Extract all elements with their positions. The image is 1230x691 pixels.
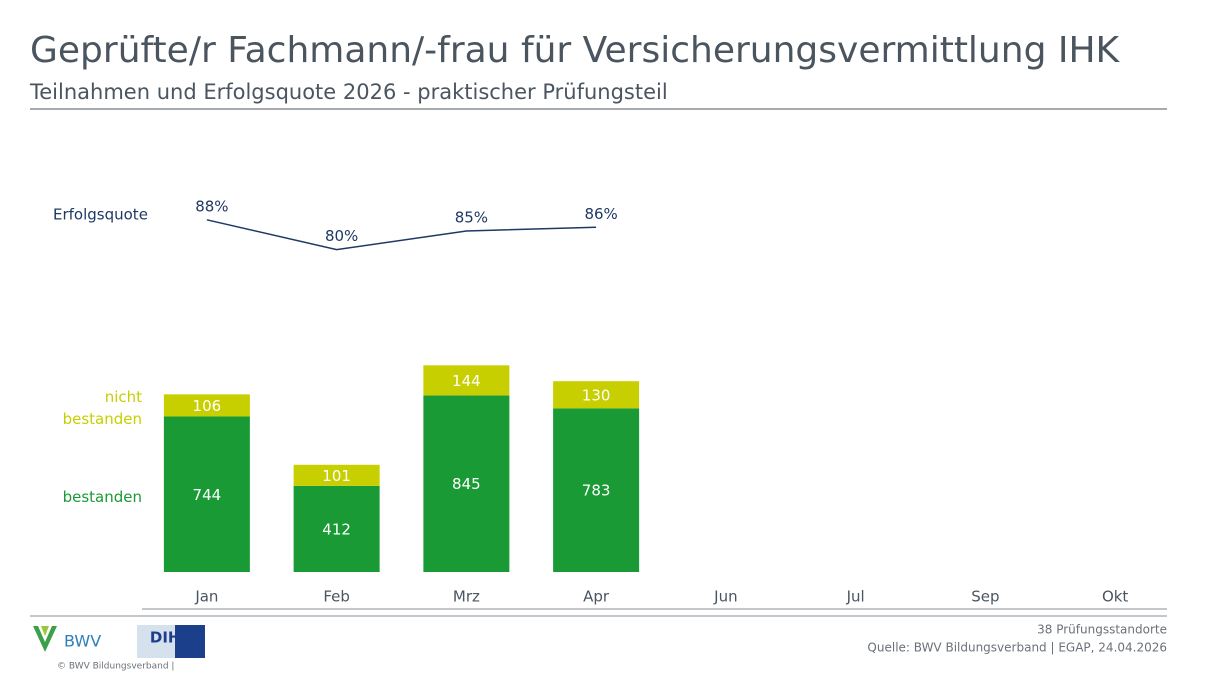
x-tick-label: Sep: [971, 588, 999, 606]
bar-segment: [553, 381, 640, 409]
x-tick-label: Jun: [713, 588, 737, 606]
legend-label: nicht bestanden: [62, 388, 142, 429]
line: [206, 219, 597, 251]
copyright: © BWV Bildungsverband |: [57, 662, 174, 672]
bwv-logo: BWV: [33, 626, 101, 652]
legend-label: Erfolgsquote: [53, 205, 148, 223]
footer-source: Quelle: BWV Bildungsverband | EGAP, 24.0…: [867, 641, 1167, 655]
value-label: 80%: [325, 227, 358, 245]
value-label: 130: [582, 386, 611, 404]
x-tick-label: Apr: [583, 588, 610, 606]
value-label: 106: [193, 397, 222, 415]
bar-segment: [553, 408, 640, 572]
dihk-logo: DIHK: [137, 625, 205, 658]
x-tick-label: Mrz: [453, 588, 480, 606]
value-label: 144: [452, 372, 481, 390]
bar-segment: [423, 365, 510, 396]
value-label: 412: [322, 520, 351, 538]
bar-segment: [163, 416, 250, 572]
x-tick-label: Feb: [323, 588, 350, 606]
x-tick-label: Okt: [1102, 588, 1128, 606]
legend-wrap: bestanden: [62, 488, 142, 507]
bwv-logo-text: BWV: [64, 632, 101, 651]
chart-subtitle: Teilnahmen und Erfolgsquote 2026 - prakt…: [29, 80, 668, 104]
x-tick-label: Jan: [194, 588, 218, 606]
footer-note: 38 Prüfungsstandorte: [1037, 623, 1167, 637]
value-label: 88%: [195, 197, 228, 215]
dihk-logo-text: DIHK: [150, 629, 194, 647]
legend-label: bestanden: [62, 488, 142, 507]
value-label: 101: [322, 467, 351, 485]
bar-segment: [423, 395, 510, 572]
bar-segment: [293, 485, 380, 572]
bar-segment: [163, 394, 250, 417]
value-label: 86%: [584, 205, 617, 223]
value-label: 845: [452, 475, 481, 493]
legend-wrap: nicht bestanden: [62, 388, 142, 429]
chart-title: Geprüfte/r Fachmann/-frau für Versicheru…: [30, 30, 1121, 71]
value-label: 783: [582, 482, 611, 500]
bar-segment: [293, 464, 380, 486]
value-label: 744: [193, 486, 222, 504]
value-label: 85%: [455, 209, 488, 227]
x-tick-label: Jul: [846, 588, 865, 606]
